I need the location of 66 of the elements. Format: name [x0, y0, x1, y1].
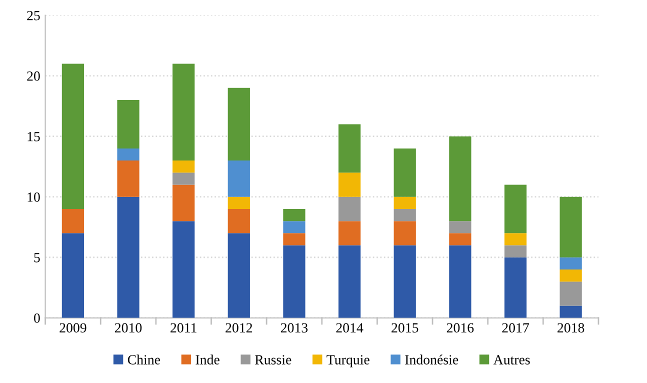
y-tick-label: 5: [34, 253, 40, 262]
legend-label: Turquie: [326, 355, 370, 368]
bar: [283, 208, 306, 222]
bar: [504, 245, 527, 258]
bar: [394, 208, 416, 222]
bar: [172, 160, 195, 173]
bar: [62, 64, 84, 209]
bar: [449, 221, 472, 234]
bar: [172, 64, 195, 161]
bar: [117, 148, 140, 161]
bar: [117, 160, 140, 197]
x-tick-label: 2015: [392, 323, 418, 333]
x-tick-label: 2011: [170, 323, 196, 333]
bar: [228, 208, 250, 234]
x-tick-label: 2018: [558, 323, 584, 333]
bar: [338, 172, 361, 197]
bar: [228, 88, 250, 161]
y-tick-label: 10: [28, 192, 40, 202]
bar: [504, 184, 527, 234]
bar: [283, 233, 306, 246]
x-tick-label: 2013: [280, 323, 308, 333]
legend-label: Indonésie: [405, 354, 458, 364]
y-tick-label: 0: [34, 313, 40, 323]
bar: [338, 196, 361, 222]
bar: [228, 233, 250, 318]
bar: [560, 282, 582, 306]
legend-label: Russie: [255, 355, 292, 364]
bar: [394, 148, 416, 197]
x-tick-label: 2017: [502, 323, 529, 333]
bar: [228, 160, 250, 197]
bar: [560, 269, 582, 282]
legend-label: Inde: [196, 354, 220, 364]
bar: [172, 172, 195, 185]
legend-label: Autres: [493, 355, 530, 364]
bar: [504, 233, 527, 246]
bar: [504, 257, 527, 318]
bar: [283, 221, 306, 234]
x-tick-label: 2014: [336, 323, 364, 333]
bar: [283, 245, 306, 318]
bar: [449, 233, 472, 246]
bar: [172, 221, 195, 318]
x-tick-label: 2010: [114, 323, 142, 333]
y-tick-label: 25: [27, 10, 40, 20]
bar: [449, 136, 472, 222]
y-tick-label: 20: [27, 71, 40, 81]
bar: [560, 306, 582, 318]
bar: [117, 196, 140, 318]
bar: [62, 208, 84, 234]
bar: [117, 100, 140, 148]
legend-label: Chine: [128, 354, 160, 364]
bar: [172, 184, 195, 222]
bar: [560, 257, 582, 270]
bar: [338, 124, 361, 173]
bar: [228, 196, 250, 209]
bar: [394, 221, 416, 246]
bar: [560, 196, 582, 258]
bar: [394, 196, 416, 209]
y-tick-label: 15: [28, 132, 40, 142]
x-tick-label: 2012: [226, 323, 252, 333]
bar: [62, 233, 84, 318]
bar: [449, 245, 472, 318]
x-tick-label: 2009: [60, 323, 86, 333]
bar: [338, 221, 361, 246]
x-tick-label: 2016: [446, 323, 474, 333]
bar: [394, 245, 416, 318]
bar: [338, 245, 361, 318]
